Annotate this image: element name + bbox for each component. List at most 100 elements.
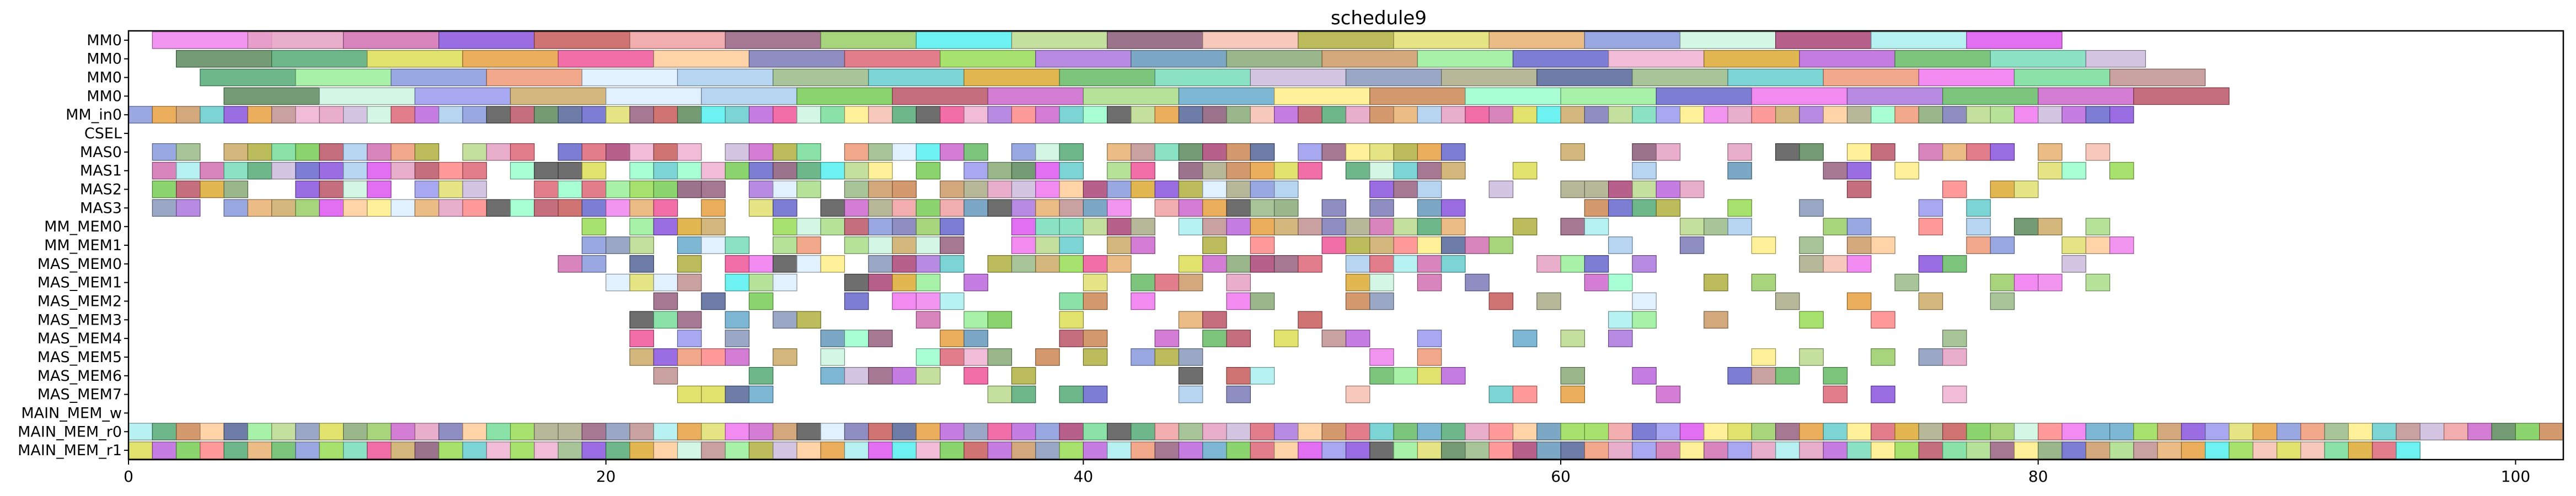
task-bar <box>152 106 177 123</box>
task-bar <box>1775 423 1800 440</box>
task-bar <box>987 161 1013 180</box>
task-bar <box>748 180 774 198</box>
task-bar <box>1226 330 1251 347</box>
task-bar <box>1846 161 1872 180</box>
task-bar <box>1871 143 1895 161</box>
task-bar <box>1369 87 1466 105</box>
task-bar <box>963 161 988 180</box>
task-bar <box>2205 441 2230 459</box>
task-bar <box>1250 236 1275 254</box>
row-label: MAIN_MEM_w <box>21 405 122 422</box>
task-bar <box>462 441 487 459</box>
task-bar <box>1345 441 1370 459</box>
row-label: MAS3 <box>80 200 122 217</box>
task-bar <box>963 143 988 161</box>
task-bar <box>1846 143 1872 161</box>
task-bar <box>653 441 678 459</box>
task-bar <box>1488 423 1514 440</box>
row-label: MAIN_MEM_r1 <box>18 442 122 459</box>
task-bar <box>1107 31 1203 49</box>
row-label: MAS_MEM1 <box>38 274 122 292</box>
task-bar <box>1226 441 1251 459</box>
task-bar <box>1512 385 1538 403</box>
task-bar <box>558 106 582 123</box>
task-bar <box>963 68 1060 87</box>
task-bar <box>1131 348 1155 366</box>
task-bar <box>701 292 726 310</box>
task-bar <box>629 423 654 440</box>
task-bar <box>653 311 678 329</box>
task-bar <box>1751 106 1776 123</box>
task-bar <box>915 441 941 459</box>
task-bar <box>1823 218 1848 235</box>
task-bar <box>1488 441 1514 459</box>
task-bar <box>1512 50 1609 68</box>
task-bar <box>1250 292 1275 310</box>
task-bar <box>844 423 869 440</box>
task-bar <box>1560 87 1657 105</box>
task-bar <box>1775 106 1800 123</box>
task-bar <box>390 423 415 440</box>
task-bar <box>796 441 821 459</box>
task-bar <box>1011 441 1036 459</box>
task-bar <box>1823 366 1848 385</box>
task-bar <box>1202 218 1227 235</box>
task-bar <box>1918 441 1943 459</box>
task-bar <box>748 423 774 440</box>
task-bar <box>1059 68 1155 87</box>
task-bar <box>1035 236 1060 254</box>
task-bar <box>1107 180 1132 198</box>
task-bar <box>963 330 988 347</box>
task-bar <box>1345 273 1370 292</box>
task-bar <box>486 143 511 161</box>
task-bar <box>462 180 487 198</box>
task-bar <box>367 161 392 180</box>
task-bar <box>2061 236 2086 254</box>
task-bar <box>2109 106 2134 123</box>
task-bar <box>2061 255 2086 273</box>
task-bar <box>247 31 344 49</box>
task-bar <box>1775 143 1800 161</box>
task-bar <box>1584 255 1609 273</box>
task-bar <box>1966 218 1991 235</box>
task-bar <box>915 218 941 235</box>
task-bar <box>1990 423 2015 440</box>
task-bar <box>725 161 749 180</box>
task-bar <box>1871 348 1895 366</box>
task-bar <box>773 441 797 459</box>
task-bar <box>1083 255 1108 273</box>
task-bar <box>1059 292 1084 310</box>
task-bar <box>2300 423 2325 440</box>
task-bar <box>1178 255 1203 273</box>
task-bar <box>223 143 249 161</box>
task-bar <box>1417 441 1442 459</box>
task-bar <box>1656 180 1681 198</box>
task-bar <box>748 441 774 459</box>
task-bar <box>1321 423 1347 440</box>
task-bar <box>319 199 344 217</box>
task-bar <box>1083 218 1108 235</box>
task-bar <box>486 68 582 87</box>
task-bar <box>1321 441 1347 459</box>
task-bar <box>1083 273 1108 292</box>
task-bar <box>629 218 654 235</box>
task-bar <box>1035 199 1060 217</box>
task-bar <box>342 423 368 440</box>
task-bar <box>1441 161 1466 180</box>
task-bar <box>1202 255 1227 273</box>
task-bar <box>1059 161 1084 180</box>
task-bar <box>1035 441 1060 459</box>
task-bar <box>1417 199 1442 217</box>
task-bar <box>581 143 607 161</box>
task-bar <box>1488 292 1514 310</box>
task-bar <box>1131 423 1155 440</box>
task-bar <box>629 441 654 459</box>
task-bar <box>629 180 654 198</box>
task-bar <box>319 180 344 198</box>
task-bar <box>773 106 797 123</box>
task-bar <box>247 143 272 161</box>
task-bar <box>534 441 559 459</box>
task-bar <box>1154 423 1180 440</box>
task-bar <box>1584 423 1609 440</box>
task-bar <box>295 143 320 161</box>
